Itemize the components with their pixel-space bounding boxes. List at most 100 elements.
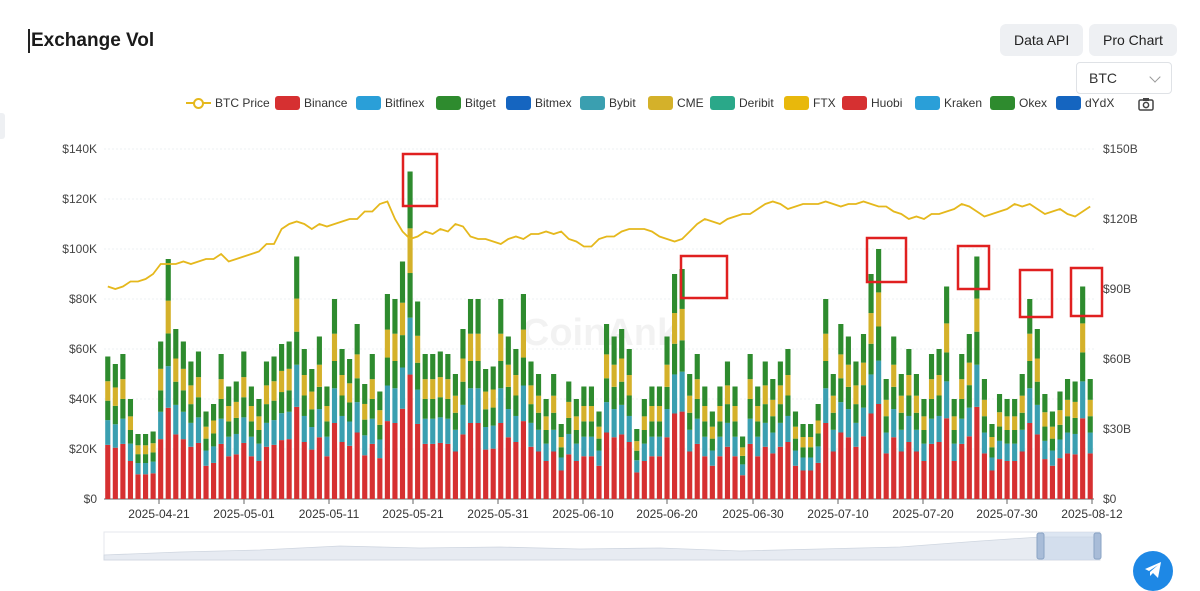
bar-segment xyxy=(1087,399,1093,417)
bar-segment xyxy=(324,421,330,437)
bar-segment xyxy=(770,379,776,400)
bar-segment xyxy=(1027,333,1033,361)
bar-segment xyxy=(294,364,300,407)
bar-segment xyxy=(369,379,375,399)
bar-segment xyxy=(1042,426,1048,441)
legend-item-cme[interactable]: CME xyxy=(648,96,704,110)
bar-segment xyxy=(838,432,844,499)
legend-item-btc-price[interactable]: BTC Price xyxy=(186,96,270,110)
bar-segment xyxy=(528,422,534,447)
bar-segment xyxy=(415,335,421,363)
bar-segment xyxy=(928,354,935,380)
bar-segment xyxy=(347,421,353,446)
legend-item-okex[interactable]: Okex xyxy=(990,96,1047,110)
bar-segment xyxy=(868,374,874,414)
pro-chart-button[interactable]: Pro Chart xyxy=(1089,24,1177,56)
bar-segment xyxy=(1012,399,1018,417)
bar-segment xyxy=(430,398,436,419)
legend-item-huobi[interactable]: Huobi xyxy=(842,96,902,110)
legend-item-deribit[interactable]: Deribit xyxy=(710,96,774,110)
bar-segment xyxy=(649,421,655,437)
bar-segment xyxy=(1087,453,1093,499)
bar-segment xyxy=(135,474,141,499)
share-button[interactable] xyxy=(1133,551,1173,591)
bar-segment xyxy=(535,429,542,452)
bar-segment xyxy=(407,317,413,375)
bar-segment xyxy=(384,421,390,499)
side-panel-tab[interactable] xyxy=(0,113,5,139)
bar-segment xyxy=(694,398,700,419)
legend-item-bybit[interactable]: Bybit xyxy=(580,96,636,110)
bar-segment xyxy=(211,446,217,463)
left-axis-tick: $40K xyxy=(69,392,97,406)
bar-segment xyxy=(218,418,224,444)
bar-segment xyxy=(528,385,534,405)
bar-segment xyxy=(1057,439,1063,459)
bar-segment xyxy=(944,381,950,419)
bar-segment xyxy=(573,461,579,499)
bar-segment xyxy=(1012,461,1018,499)
bar-segment xyxy=(203,450,209,466)
bar-segment xyxy=(460,381,466,405)
legend-swatch xyxy=(506,96,531,110)
bar-segment xyxy=(717,406,723,422)
bar-segment xyxy=(981,399,987,417)
bar-segment xyxy=(996,440,1003,460)
bar-segment xyxy=(898,395,904,413)
bar-segment xyxy=(641,399,647,417)
left-axis-tick: $120K xyxy=(62,192,97,206)
bar-segment xyxy=(535,374,542,396)
bar-segment xyxy=(649,386,655,407)
bar-segment xyxy=(415,301,421,336)
legend-item-ftx[interactable]: FTX xyxy=(784,96,836,110)
bar-segment xyxy=(898,412,904,430)
bar-segment xyxy=(634,429,640,442)
bar-segment xyxy=(558,447,564,458)
bar-segment xyxy=(279,392,285,414)
bar-segment xyxy=(974,298,980,332)
legend-item-dydx[interactable]: dYdX xyxy=(1056,96,1114,110)
legend-swatch xyxy=(648,96,673,110)
bar-segment xyxy=(823,361,829,389)
bar-segment xyxy=(384,385,390,422)
bar-segment xyxy=(981,416,987,433)
bar-segment xyxy=(437,351,443,378)
bar-segment xyxy=(437,442,443,499)
bar-segment xyxy=(135,445,141,455)
bar-segment xyxy=(271,400,277,421)
bar-segment xyxy=(883,399,889,417)
bar-segment xyxy=(717,421,723,437)
legend-item-bitget[interactable]: Bitget xyxy=(436,96,496,110)
bar-segment xyxy=(981,453,987,499)
camera-icon[interactable] xyxy=(1138,97,1154,111)
bar-segment xyxy=(1057,424,1063,440)
x-axis-tick: 2025-06-20 xyxy=(636,507,698,521)
bar-segment xyxy=(377,391,383,411)
bar-segment xyxy=(755,421,761,437)
x-axis-tick: 2025-07-20 xyxy=(892,507,954,521)
bar-segment xyxy=(294,256,300,299)
bar-segment xyxy=(180,368,186,391)
bar-segment xyxy=(188,385,194,405)
bar-segment xyxy=(324,456,330,499)
bar-segment xyxy=(672,274,678,314)
bar-segment xyxy=(263,422,270,447)
coin-select[interactable]: BTC xyxy=(1076,62,1172,94)
legend-item-binance[interactable]: Binance xyxy=(275,96,347,110)
bar-segment xyxy=(989,470,995,499)
x-axis-tick: 2025-05-11 xyxy=(299,507,360,521)
bar-segment xyxy=(543,416,549,430)
bar-segment xyxy=(815,420,821,434)
legend-item-bitmex[interactable]: Bitmex xyxy=(506,96,572,110)
bar-segment xyxy=(158,390,164,412)
bar-segment xyxy=(226,406,232,422)
bar-segment xyxy=(120,354,126,380)
legend-item-bitfinex[interactable]: Bitfinex xyxy=(356,96,424,110)
bar-segment xyxy=(566,454,572,499)
bar-segment xyxy=(702,456,708,499)
bar-segment xyxy=(747,418,753,444)
legend-item-kraken[interactable]: Kraken xyxy=(915,96,982,110)
bar-segment xyxy=(702,386,708,407)
bar-segment xyxy=(316,336,322,365)
data-api-button[interactable]: Data API xyxy=(1000,24,1084,56)
